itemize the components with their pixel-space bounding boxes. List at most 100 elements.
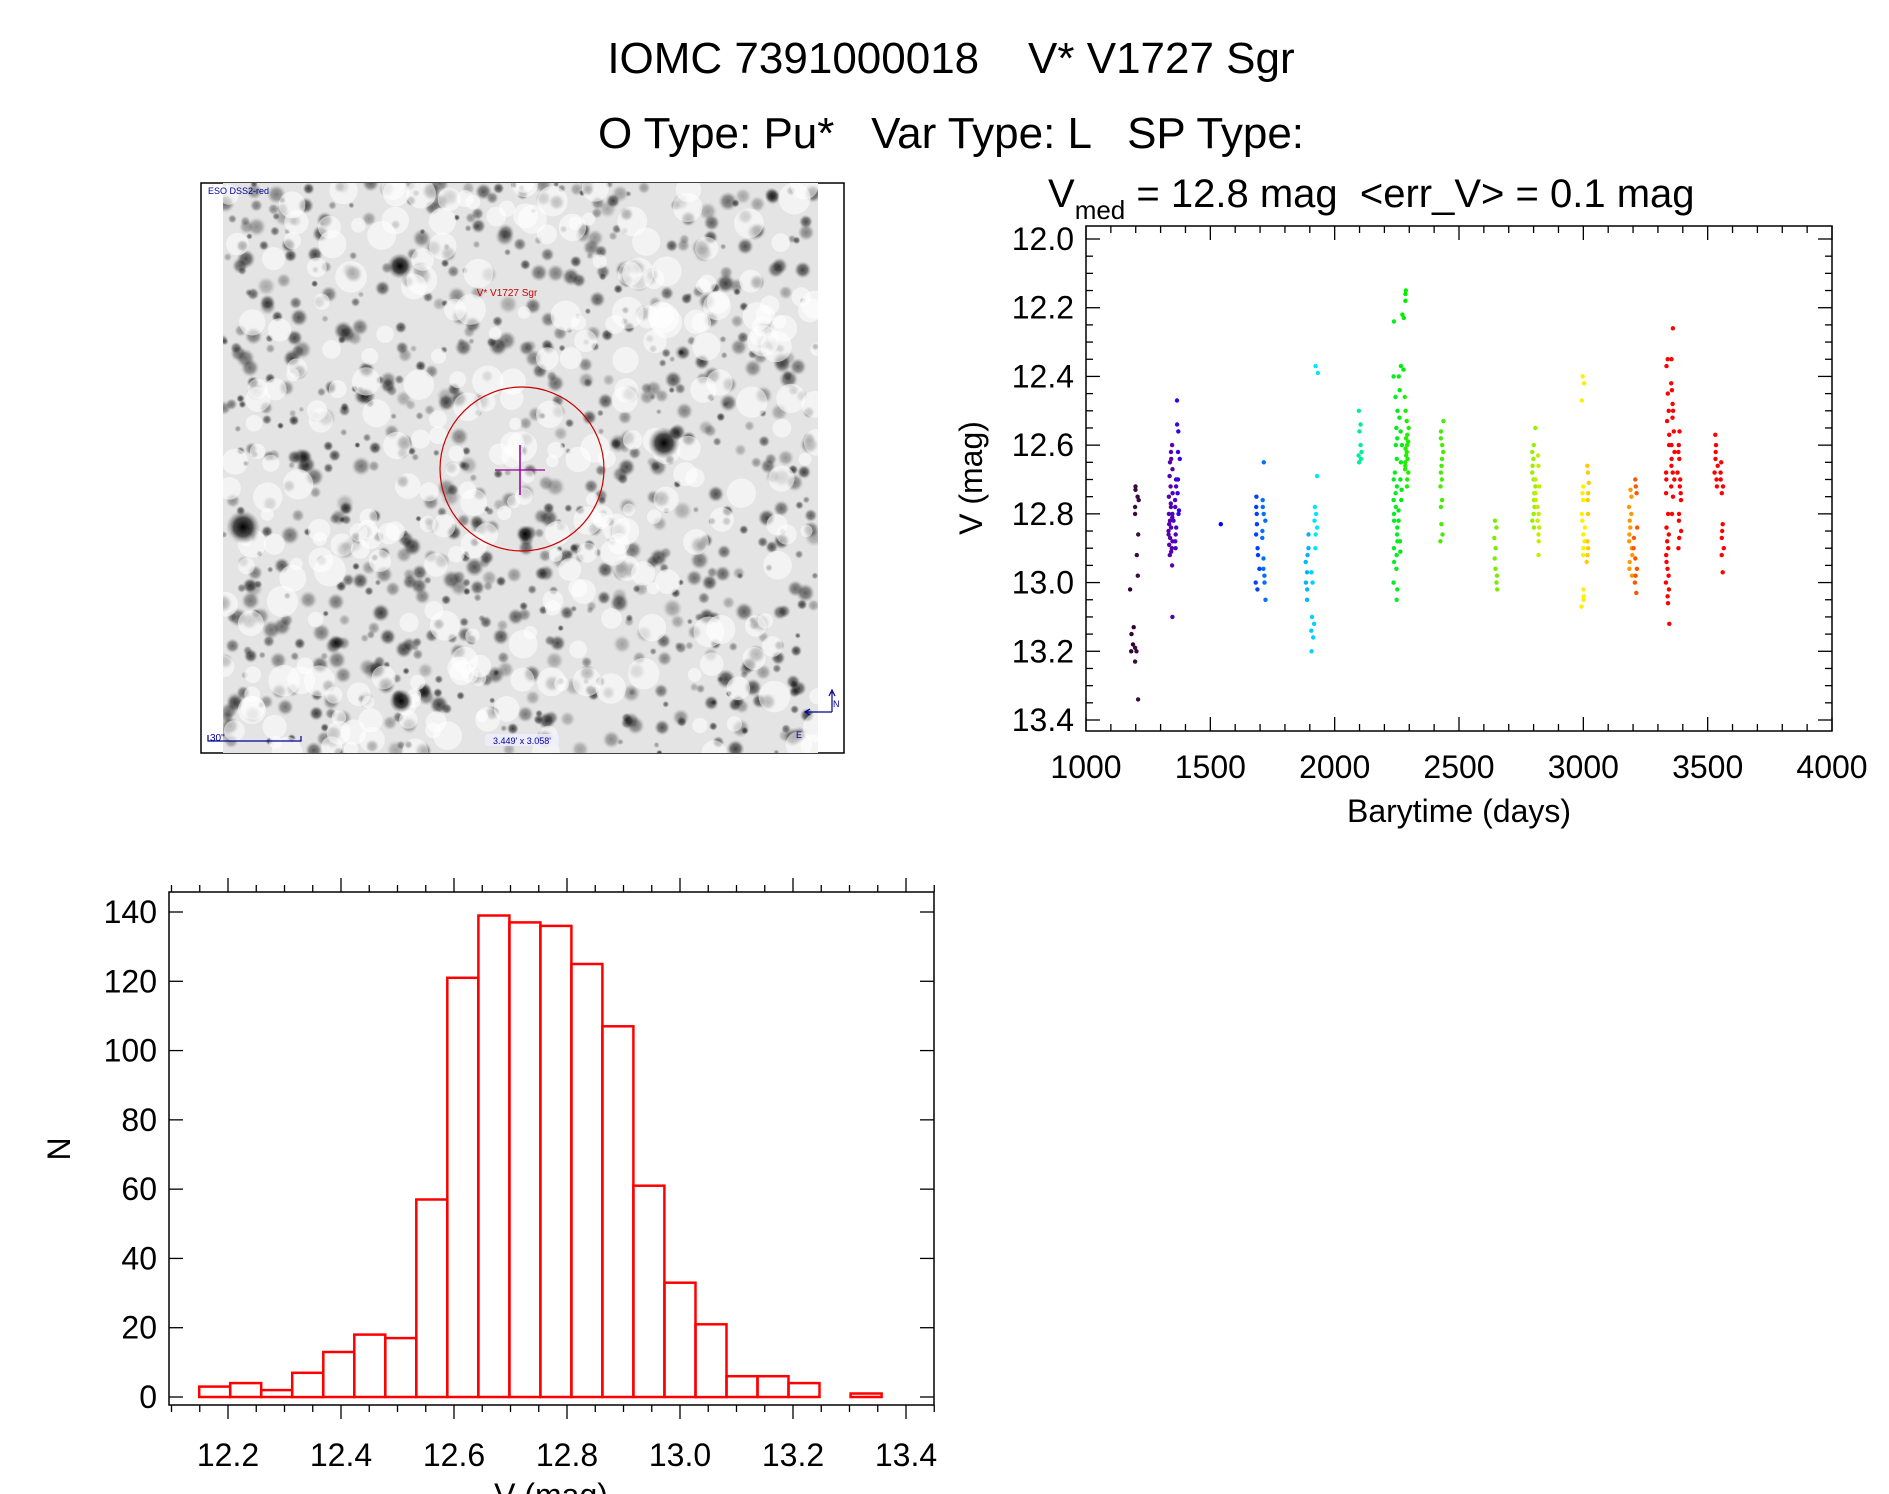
sky-blob: [223, 334, 229, 345]
data-point: [1535, 504, 1540, 510]
data-point: [1391, 319, 1397, 324]
sky-blob: [628, 446, 642, 460]
data-point: [1493, 546, 1498, 551]
data-point: [1666, 532, 1672, 537]
sky-background: [726, 716, 743, 732]
data-point: [1132, 504, 1138, 510]
data-point: [1262, 580, 1267, 585]
y-tick-label: 80: [121, 1102, 157, 1138]
data-point: [1713, 442, 1719, 448]
sky-background: [809, 688, 818, 705]
data-point: [1402, 394, 1408, 400]
sky-background: [757, 613, 774, 629]
light-curve-xlabel: Barytime (days): [1347, 793, 1571, 829]
sky-blob: [525, 689, 541, 706]
sky-background: [249, 443, 266, 460]
sky-blob: [707, 485, 725, 503]
sky-blob: [478, 614, 486, 623]
data-point: [1395, 587, 1400, 592]
sky-blob: [288, 414, 300, 426]
data-point: [1626, 504, 1632, 510]
histogram-bar: [601, 1025, 635, 1399]
sky-blob: [792, 236, 801, 245]
data-point: [1166, 532, 1171, 537]
data-point: [1663, 491, 1669, 496]
data-point: [1394, 552, 1399, 558]
light-curve-title: Vmed = 12.8 mag <err_V> = 0.1 mag: [1048, 172, 1695, 225]
bright-star: [226, 510, 260, 544]
sky-background: [798, 452, 812, 466]
sky-background: [653, 486, 679, 512]
sky-background: [698, 274, 716, 292]
data-point: [1665, 539, 1670, 544]
sky-background: [638, 613, 667, 642]
sky-blob: [570, 605, 578, 613]
data-point: [1670, 401, 1675, 407]
sky-blob: [276, 698, 294, 716]
sky-background: [245, 386, 271, 412]
data-point: [1405, 456, 1410, 462]
sky-background: [223, 184, 239, 205]
sky-blob: [589, 290, 606, 308]
data-point: [1665, 594, 1670, 599]
data-point: [1394, 597, 1399, 602]
sky-background: [252, 482, 283, 512]
data-point: [1391, 511, 1397, 517]
target-label: V* V1727 Sgr: [477, 288, 538, 299]
data-point: [1314, 525, 1320, 530]
sky-background: [411, 248, 435, 271]
data-point: [1585, 463, 1590, 468]
data-point: [1393, 504, 1399, 510]
sky-background: [622, 257, 655, 290]
histogram-bar: [228, 1381, 263, 1399]
data-point: [1261, 566, 1266, 571]
sky-background: [395, 473, 421, 499]
sky-blob: [734, 187, 752, 205]
data-point: [1260, 535, 1265, 541]
data-point: [1533, 477, 1538, 482]
sky-blob: [802, 496, 811, 504]
histogram-bar: [290, 1371, 325, 1399]
data-point: [1720, 484, 1726, 489]
sky-background: [672, 192, 703, 223]
sky-background: [260, 507, 274, 521]
sky-blob: [686, 618, 693, 625]
sky-background: [279, 564, 307, 592]
sky-blob: [249, 198, 263, 212]
sky-blob: [621, 683, 641, 703]
sky-background: [429, 610, 461, 641]
sky-blob: [778, 285, 793, 300]
sky-blob: [736, 237, 754, 255]
sky-blob: [471, 207, 485, 221]
data-point: [1129, 631, 1134, 637]
sky-background: [776, 524, 797, 545]
data-point: [1168, 449, 1174, 455]
sky-blob: [770, 257, 788, 275]
sky-background: [381, 206, 410, 235]
data-point: [1167, 552, 1173, 558]
data-point: [1309, 614, 1315, 620]
y-tick-label: 12.0: [1012, 221, 1074, 257]
data-point: [1394, 484, 1400, 489]
sky-background: [429, 426, 448, 445]
sky-blob: [488, 697, 496, 704]
data-point: [1356, 408, 1362, 413]
sky-blob: [733, 287, 742, 296]
sky-background: [410, 674, 426, 690]
sky-blob: [415, 515, 422, 522]
sky-blob: [602, 373, 616, 387]
sky-blob: [519, 259, 531, 271]
sky-background: [736, 386, 768, 418]
sky-blob: [322, 440, 334, 452]
data-point: [1403, 408, 1408, 413]
sky-blob: [261, 620, 282, 640]
y-tick-label: 13.0: [1012, 565, 1074, 601]
sky-blob: [323, 462, 334, 474]
data-point: [1581, 532, 1586, 537]
compass-arrows: [803, 688, 836, 716]
data-point: [1678, 491, 1683, 496]
sky-blob: [243, 648, 258, 663]
sky-blob: [469, 579, 486, 596]
data-point: [1254, 504, 1259, 510]
sky-blob: [366, 630, 376, 640]
